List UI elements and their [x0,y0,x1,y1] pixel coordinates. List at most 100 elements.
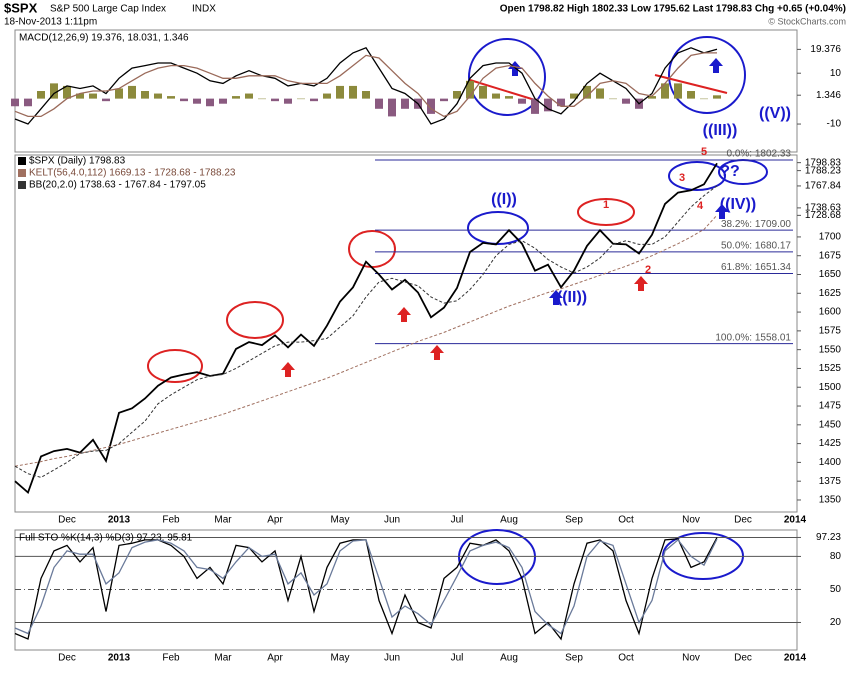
legend-swatch [18,169,26,177]
histogram-bar [453,91,461,99]
y-tick-label: 1738.63 [805,203,842,214]
histogram-bar [193,98,201,104]
x-tick-label: Apr [267,515,283,526]
data-line [14,46,718,125]
histogram-bar [310,98,318,102]
fib-label: 100.0%: 1558.01 [715,332,791,343]
x-tick-label: Mar [214,515,232,526]
histogram-bar [622,98,630,104]
x-tick-label: Jul [451,653,464,664]
annotation: ?? [720,163,740,180]
highlight-circle [226,301,284,339]
histogram-bar [661,83,669,99]
histogram-bar [375,98,383,109]
x-tick-label: Jul [451,515,464,526]
y-tick-label: 1700 [819,232,842,243]
macd-panel [14,29,798,153]
x-tick-label: Feb [162,515,180,526]
histogram-bar [284,98,292,104]
legend-entry: BB(20,2.0) 1738.63 - 1767.84 - 1797.05 [29,180,206,191]
arrow [715,204,729,219]
histogram-bar [245,93,253,99]
y-tick-label: 1575 [819,326,842,337]
fib-label: 0.0%: 1802.33 [727,149,792,160]
y-tick-label: 1650 [819,269,842,280]
red-arrows [281,276,648,377]
data-line [14,162,718,495]
histogram-bar [479,85,487,99]
histogram-bar [76,93,84,99]
x-tick-label: Aug [500,653,518,664]
fib-label: 38.2%: 1709.00 [721,219,791,230]
histogram-bar [180,98,188,102]
annotation: ((V)) [759,105,791,122]
y-tick-label: 1600 [819,307,842,318]
arrow [430,345,444,360]
x-tick-label: Oct [618,515,634,526]
credit: © StockCharts.com [768,16,846,26]
histogram-bar [713,95,721,99]
sto-panel [14,529,798,651]
data-line [14,214,718,467]
x-tick-label: May [331,515,350,526]
arrow [397,307,411,322]
x-tick-label: Sep [565,515,583,526]
histogram-bar [232,96,240,99]
y-tick-label: 1475 [819,401,842,412]
histogram-bar [63,85,71,99]
histogram-bar [609,98,617,100]
y-tick-label: 1375 [819,476,842,487]
histogram-bar [687,91,695,99]
legend-entry: KELT(56,4.0,112) 1669.13 - 1728.68 - 178… [29,168,236,179]
histogram-bar [37,91,45,99]
legend-swatch [18,181,26,189]
y-tick-label: 1788.23 [805,165,842,176]
annotation: 2 [645,264,651,276]
x-tick-label: 2013 [108,653,131,664]
y-tick-label: 1500 [819,382,842,393]
histogram-bar [401,98,409,109]
histogram-bar [102,98,110,102]
x-tick-label: Jun [384,653,400,664]
y-tick-label: 1675 [819,250,842,261]
y-tick-label: 80 [830,551,842,562]
x-tick-label: 2014 [784,653,807,664]
highlight-circle [577,198,635,226]
y-tick-label: 97.23 [816,532,841,543]
x-tick-label: Jun [384,515,400,526]
annotation: 1 [603,199,609,211]
panel-title: MACD(12,26,9) 19.376, 18.031, 1.346 [19,33,189,44]
histogram-bar [674,83,682,99]
arrow [549,290,563,305]
histogram-bar [596,88,604,99]
histogram-bar [271,98,279,102]
annotation: ((IV)) [720,196,756,213]
y-tick-label: 1425 [819,438,842,449]
histogram-bar [427,98,435,114]
histogram-bar [349,85,357,99]
date: 18-Nov-2013 1:11pm [4,17,97,28]
x-tick-label: Sep [565,653,583,664]
histogram-bar [518,98,526,104]
histogram-bar [115,88,123,99]
histogram-bar [388,98,396,117]
histogram-bar [362,91,370,99]
histogram-bar [167,96,175,99]
trend-line [469,79,536,101]
y-tick-label: 1350 [819,495,842,506]
histogram-bar [89,93,97,99]
data-line [14,538,718,635]
y-tick-label: 1525 [819,363,842,374]
annotation: ((III)) [703,122,738,139]
histogram-bar [570,93,578,99]
histogram-bar [24,98,32,107]
index-name: S&P 500 Large Cap Index [50,4,166,15]
x-tick-label: 2014 [784,515,807,526]
annotation: ((I)) [491,191,517,208]
histogram-bar [440,98,448,102]
histogram-bar [466,80,474,99]
histogram-bar [11,98,19,107]
histogram-bar [128,85,136,99]
histogram-bar [492,93,500,99]
